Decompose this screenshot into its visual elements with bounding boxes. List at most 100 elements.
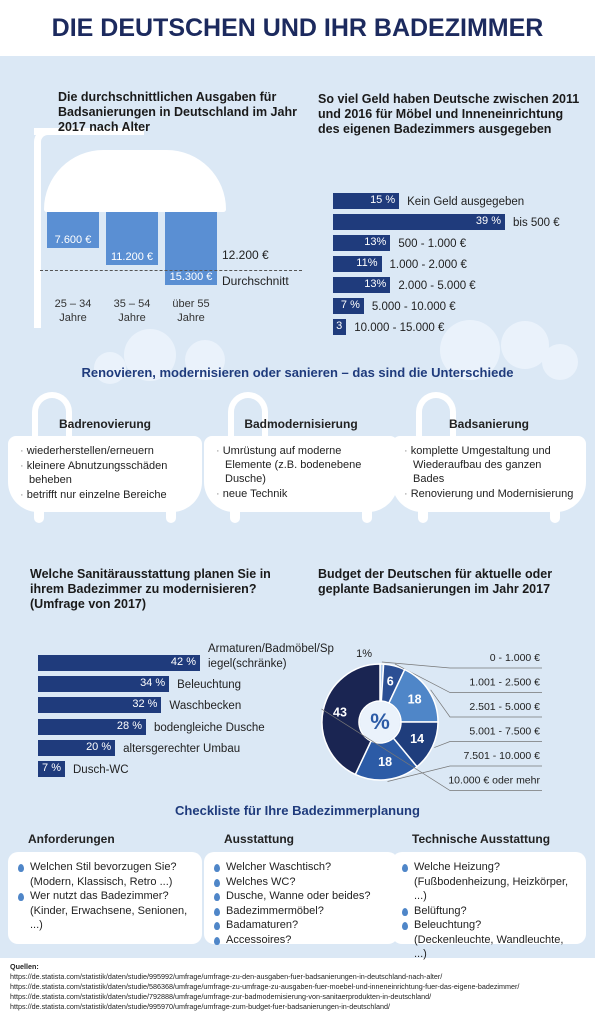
item-text: Badamaturen? xyxy=(226,919,299,931)
shower-head xyxy=(44,150,226,212)
value-label: 7.600 € xyxy=(54,234,92,247)
leader-line xyxy=(321,708,542,791)
value-label: 18 xyxy=(378,755,392,769)
checklist-item: Beleuchtung? xyxy=(402,918,578,933)
bar: 7 % xyxy=(38,761,65,777)
category-label: bis 500 € xyxy=(513,217,560,229)
tub-heading: Badsanierung xyxy=(448,417,529,431)
item-text: Wer nutzt das Badezimmer? xyxy=(30,890,169,902)
legend-label: 1.001 - 2.500 € xyxy=(469,677,540,689)
column-heading: Anforderungen xyxy=(28,832,115,846)
checklist-item: Wer nutzt das Badezimmer? xyxy=(18,889,194,904)
legend-label: 10.000 € oder mehr xyxy=(448,775,540,787)
checklist-item: Badamaturen? xyxy=(214,918,390,933)
drop-icon xyxy=(214,878,220,887)
item-detail: (Deckenleuchte, Wandleuchte, ...) xyxy=(414,933,564,961)
value-label: 13% xyxy=(364,278,387,290)
source-url: https://de.statista.com/statistik/daten/… xyxy=(10,992,432,1001)
bar: 3 xyxy=(333,319,347,335)
leader-line xyxy=(394,663,542,693)
leader-line xyxy=(430,689,542,718)
item-detail: (Modern, Klassisch, Retro ...) xyxy=(30,875,173,888)
chart-title: Die durchschnittlichen Ausgaben für Bads… xyxy=(58,90,297,134)
item-text: Welches WC? xyxy=(226,875,296,888)
value-label: 43 xyxy=(333,705,347,719)
value-label: 13% xyxy=(364,236,387,248)
bullet: · betrifft nur einzelne Bereiche xyxy=(20,489,167,501)
category-label: 5.000 - 10.000 € xyxy=(371,301,456,313)
bullet-list: · wiederherstellen/erneuern · kleinere Ab… xyxy=(20,444,190,503)
bullet-dot: · xyxy=(20,460,27,472)
tub xyxy=(392,436,586,512)
tub-foot xyxy=(418,505,428,523)
drop-icon xyxy=(214,893,220,901)
item-detail: (Kinder, Erwachsene, Senionen, ...) xyxy=(30,904,188,932)
tub-foot xyxy=(362,505,372,523)
legend-label: 5.001 - 7.500 € xyxy=(469,726,540,738)
item-detail: (Fußbodenheizung, Heizkörper, ...) xyxy=(414,875,569,903)
bullet-list: · Umrüstung auf moderne Elemente (z.B. b… xyxy=(216,444,386,502)
category-label: bodengleiche Dusche xyxy=(154,721,265,734)
bullet: · neue Technik xyxy=(216,488,288,500)
bubble xyxy=(440,320,500,380)
center-label: % xyxy=(370,709,390,734)
bubble xyxy=(94,352,126,384)
value-label: 42 % xyxy=(170,656,196,668)
value-label: 11.200 € xyxy=(110,251,153,264)
value-label: 32 % xyxy=(132,698,158,711)
item-text: Badezimmermöbel? xyxy=(226,904,324,917)
bar: 13% xyxy=(333,235,391,251)
checklist-item: Dusche, Wanne oder beides? xyxy=(214,889,390,904)
drop-icon xyxy=(214,922,220,930)
category-label: Waschbecken xyxy=(169,700,242,713)
value-label: 15 % xyxy=(370,194,396,206)
bar: 20 % xyxy=(38,739,116,756)
bubble xyxy=(185,340,225,380)
bullet: · Umrüstung auf moderne Elemente (z.B. b… xyxy=(216,445,362,485)
shower-pipe-top xyxy=(34,128,144,142)
page-title: DIE DEUTSCHEN UND IHR BADEZIMMER xyxy=(51,14,544,42)
chart-title: So viel Geld haben Deutsche zwischen 201… xyxy=(318,92,580,136)
bar: 32 % xyxy=(38,697,162,714)
section-title: Checkliste für Ihre Badezimmerplanung xyxy=(175,803,420,818)
bar: 39 % xyxy=(333,214,505,230)
source-url: https://de.statista.com/statistik/daten/… xyxy=(10,1002,390,1011)
item-text: Welche Heizung? xyxy=(414,861,501,873)
donut-segment xyxy=(321,663,381,776)
checklist-item: Welches WC? xyxy=(214,875,390,890)
checklist-item: Welchen Stil bevorzugen Sie? xyxy=(18,860,194,875)
sources-band xyxy=(0,958,595,1024)
bubble xyxy=(501,321,549,369)
drop-icon xyxy=(214,907,220,916)
faucet xyxy=(32,392,72,452)
value-label: 7 % xyxy=(340,299,360,311)
value-label: 6 xyxy=(387,675,394,689)
bar: 28 % xyxy=(38,718,146,735)
category-label: Armaturen/Badmöbel/Spiegel(schränke) xyxy=(208,643,334,670)
item-text: Welcher Waschtisch? xyxy=(226,861,332,873)
x-tick-label: über 55 Jahre xyxy=(172,298,210,324)
legend-label: 0 - 1.000 € xyxy=(490,652,540,664)
source-url: https://de.statista.com/statistik/daten/… xyxy=(10,982,520,991)
value-label: 18 xyxy=(408,692,422,706)
item-text: Welchen Stil bevorzugen Sie? xyxy=(30,861,177,873)
category-label: Beleuchtung xyxy=(177,679,242,692)
bullet: · Renovierung und Modernisierung xyxy=(404,488,574,500)
value-label: 15.300 € xyxy=(169,271,213,283)
value-label: 1% xyxy=(356,648,372,660)
bubble xyxy=(124,329,176,381)
header-band xyxy=(0,0,595,56)
value-label: 11% xyxy=(356,257,378,269)
category-label: 500 - 1.000 € xyxy=(398,238,467,250)
bar: 15 % xyxy=(333,193,400,209)
tub xyxy=(8,436,202,512)
drop-icon xyxy=(402,907,408,916)
checklist-item: Belüftung? xyxy=(402,904,578,919)
checklist-item: Welche Heizung? xyxy=(402,860,578,875)
drop-icon xyxy=(214,936,220,945)
category-label: 10.000 - 15.000 € xyxy=(354,322,445,334)
value-label: 39 % xyxy=(475,215,501,227)
item-text: Dusche, Wanne oder beides? xyxy=(226,890,371,902)
bullet: · komplette Umgestaltung und Wiederaufba… xyxy=(404,445,551,485)
